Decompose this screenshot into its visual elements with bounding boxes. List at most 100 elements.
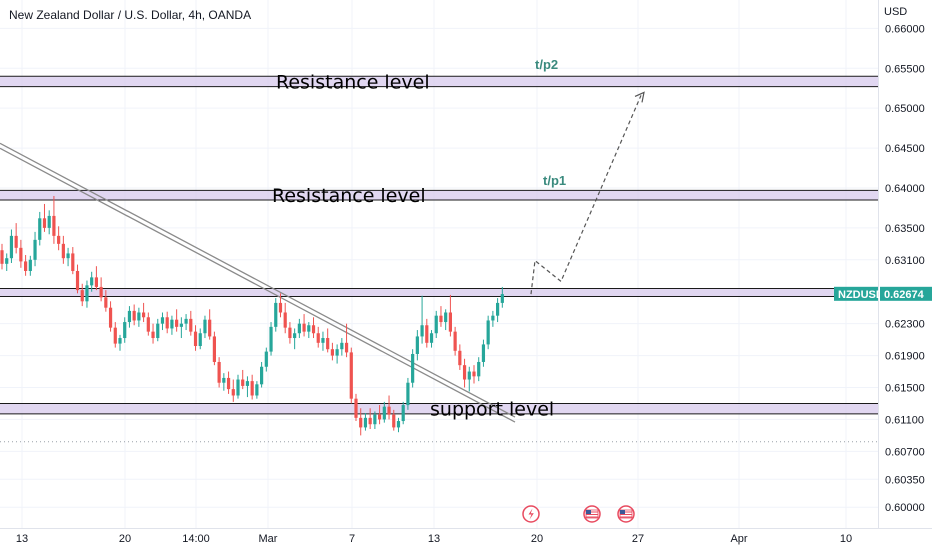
y-tick-label: 0.60000 [885, 502, 925, 514]
candle-body [293, 333, 297, 339]
candle-body [198, 333, 202, 347]
symbol-tag [834, 286, 878, 301]
candle-body [66, 253, 70, 259]
candle-body [444, 312, 448, 323]
candle-body [57, 235, 61, 244]
candle-body [250, 381, 254, 396]
candle [90, 271, 94, 292]
candle [363, 413, 368, 431]
candle [9, 229, 14, 264]
candle-body [217, 361, 221, 383]
event-markers[interactable] [522, 505, 635, 523]
candle [349, 347, 353, 404]
x-tick-label: 13 [16, 533, 28, 545]
candle [425, 318, 429, 348]
candle [387, 395, 391, 420]
candle [175, 309, 179, 332]
candle [297, 318, 301, 339]
y-tick-label: 0.66000 [885, 23, 925, 35]
y-tick-label: 0.65000 [885, 103, 925, 115]
candle-body [354, 398, 358, 418]
x-tick-label: 20 [119, 533, 131, 545]
candle [99, 277, 103, 302]
candle [66, 247, 70, 267]
grid [0, 0, 878, 528]
x-tick-label: 7 [349, 533, 355, 545]
candle [255, 381, 259, 399]
price-axis[interactable]: USD 0.660000.655000.650000.645000.640000… [878, 0, 932, 528]
candle-body [99, 286, 103, 298]
candle [118, 334, 122, 351]
candle-body [208, 319, 212, 337]
candle [193, 325, 198, 351]
candle-body [448, 312, 452, 332]
candle [113, 322, 117, 348]
y-tick-label: 0.63100 [885, 255, 925, 267]
support-zone-label: support level [430, 399, 554, 421]
candle [184, 314, 188, 331]
candle-body [382, 406, 386, 420]
candle-body [19, 247, 23, 262]
projection-path [530, 95, 642, 295]
candle-body [486, 320, 490, 345]
y-tick-label: 0.60700 [885, 446, 925, 458]
time-axis[interactable]: 13 20 14:00 Mar 7 13 20 27 Apr 10 [0, 528, 932, 546]
candle-body [477, 361, 481, 377]
candle [481, 339, 486, 367]
resistance-zone-1-label: Resistance level [272, 185, 426, 207]
candle [61, 235, 65, 264]
lightning-event-icon[interactable] [522, 505, 540, 523]
candle [439, 306, 443, 327]
us-flag-event-icon[interactable] [617, 505, 635, 523]
x-tick-label: 20 [531, 533, 543, 545]
candle-body [0, 250, 4, 264]
candle [260, 361, 264, 388]
candle [434, 310, 438, 339]
candle-body [302, 323, 306, 332]
candle [19, 239, 23, 268]
candle-body [24, 261, 28, 271]
candle-body [330, 349, 334, 356]
candle-body [349, 352, 353, 399]
candle [354, 393, 358, 422]
candle [401, 401, 405, 425]
candle-body [33, 239, 37, 260]
candle-body [411, 353, 415, 383]
candle-body [203, 319, 207, 334]
candle [94, 266, 98, 291]
candle-body [9, 235, 14, 259]
candle-body [245, 381, 250, 386]
candle [486, 315, 490, 350]
candle [151, 323, 155, 344]
candle-body [236, 379, 240, 396]
candle-body [340, 342, 344, 350]
candle [250, 374, 254, 400]
candle [108, 301, 113, 332]
candle [165, 311, 169, 334]
candle [217, 357, 221, 388]
resistance-zone-1 [0, 190, 878, 200]
us-flag-event-icon[interactable] [583, 505, 601, 523]
candle-body [123, 322, 127, 339]
candle [330, 342, 334, 361]
candle-body [104, 297, 108, 308]
candle-body [14, 235, 18, 248]
candle-body [363, 417, 368, 428]
x-tick-labels: 13 20 14:00 Mar 7 13 20 27 Apr 10 [16, 533, 852, 545]
candle [392, 409, 396, 431]
x-tick-label: 27 [632, 533, 644, 545]
candle-body [335, 349, 339, 356]
price-axis-background [878, 0, 932, 528]
currency-label: USD [884, 6, 907, 18]
candle [5, 253, 9, 271]
x-tick-label: 10 [840, 533, 852, 545]
candle [137, 307, 141, 327]
candle [231, 379, 235, 402]
candle-body [278, 302, 283, 313]
candle [24, 255, 28, 276]
candle-body [283, 312, 287, 328]
candle-body [307, 325, 311, 332]
candle-body [500, 294, 504, 303]
candle [85, 280, 89, 308]
